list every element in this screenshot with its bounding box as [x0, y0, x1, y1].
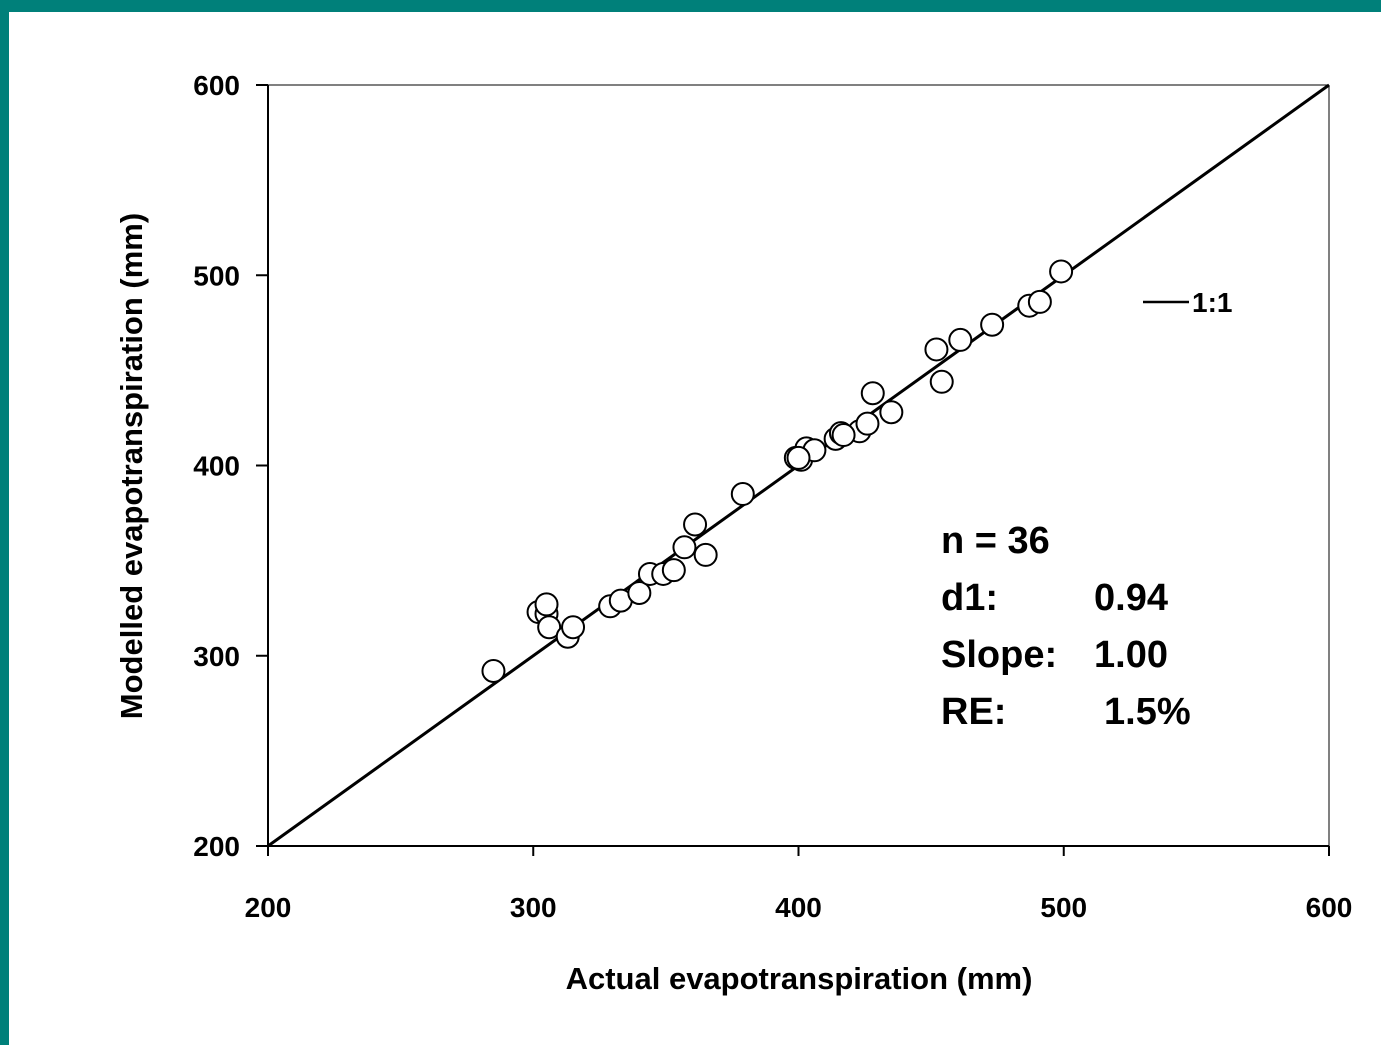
data-point — [561, 615, 586, 640]
x-ticks: 200 300 400 500 600 — [245, 846, 1353, 923]
data-point — [879, 400, 904, 425]
data-point — [924, 337, 949, 362]
x-tick-label: 200 — [245, 892, 292, 923]
y-tick-label: 200 — [193, 831, 240, 862]
y-tick-label: 400 — [193, 451, 240, 482]
x-tick-label: 300 — [510, 892, 557, 923]
data-point — [537, 615, 562, 640]
data-point — [661, 558, 686, 583]
data-point — [948, 327, 973, 352]
x-tick-label: 500 — [1040, 892, 1087, 923]
scatter-chart: 200 300 400 500 600 200 300 400 500 600 Actual e… — [114, 70, 1353, 996]
stat-slope-label: Slope: — [941, 634, 1057, 676]
y-tick-label: 500 — [193, 260, 240, 291]
data-point — [730, 482, 755, 507]
x-tick-label: 600 — [1306, 892, 1353, 923]
data-point — [1049, 259, 1074, 284]
y-tick-label: 600 — [193, 70, 240, 101]
y-tick-label: 300 — [193, 641, 240, 672]
y-ticks: 200 300 400 500 600 — [193, 70, 268, 862]
data-point — [693, 542, 718, 567]
stat-re-label: RE: — [941, 691, 1006, 733]
legend-label-1-1: 1:1 — [1192, 287, 1232, 318]
data-point — [860, 381, 885, 406]
data-point — [786, 445, 811, 470]
data-point — [627, 580, 652, 605]
stats-box: n = 36 d1: 0.94 Slope: 1.00 RE: 1.5% — [941, 520, 1191, 733]
x-axis-title: Actual evapotranspiration (mm) — [566, 961, 1033, 996]
data-point — [855, 411, 880, 436]
data-point — [980, 312, 1005, 337]
data-point — [831, 423, 856, 448]
data-point — [1027, 289, 1052, 314]
stat-d1-label: d1: — [941, 577, 998, 619]
legend: 1:1 — [1143, 287, 1232, 318]
data-point — [672, 535, 697, 560]
stat-re-value: 1.5% — [1104, 691, 1191, 733]
stat-slope-value: 1.00 — [1094, 634, 1168, 676]
x-tick-label: 400 — [775, 892, 822, 923]
data-points — [481, 259, 1074, 683]
data-point — [534, 592, 559, 617]
data-point — [683, 512, 708, 537]
data-point — [481, 658, 506, 683]
stat-d1-value: 0.94 — [1094, 577, 1168, 619]
data-point — [929, 369, 954, 394]
y-axis-title: Modelled evapotranspiration (mm) — [114, 213, 149, 719]
stat-n: n = 36 — [941, 520, 1050, 562]
